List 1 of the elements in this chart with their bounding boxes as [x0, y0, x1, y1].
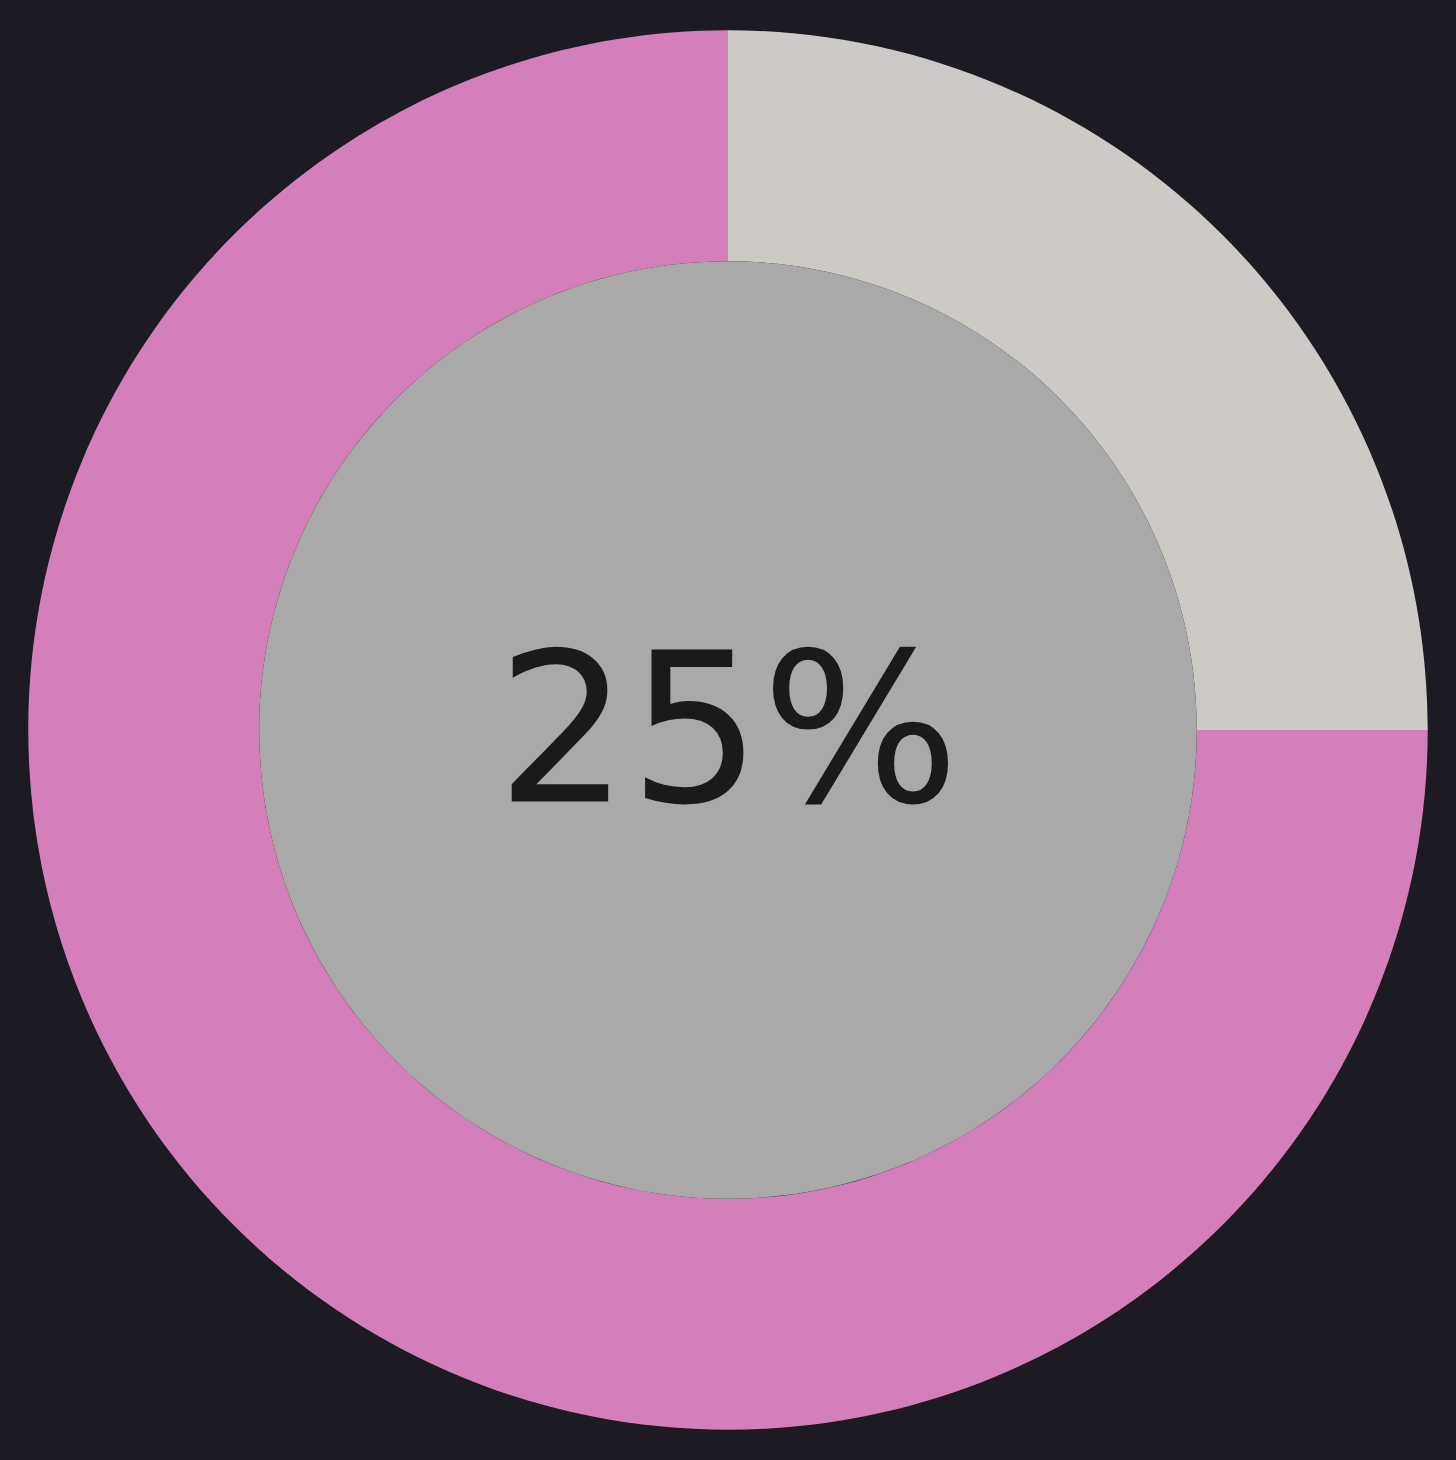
- text: 25%: [511, 646, 949, 805]
